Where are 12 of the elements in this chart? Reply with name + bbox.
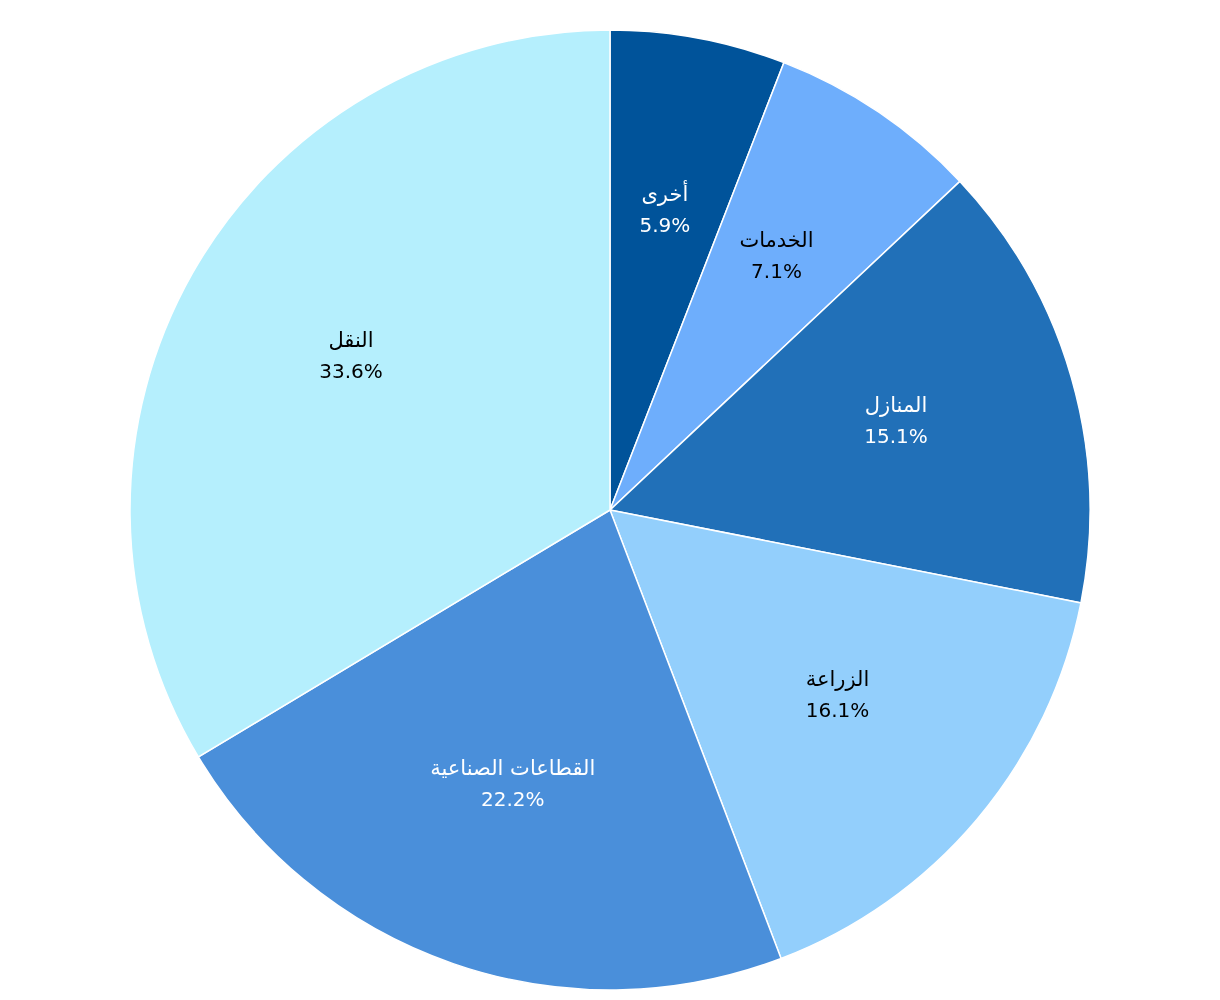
data-label: 5.9%: [639, 213, 691, 238]
data-label: 7.1%: [751, 259, 802, 284]
slice-label: الزراعة: [805, 666, 870, 691]
slice-label: الخدمات: [739, 228, 814, 253]
data-label: 33.6%: [319, 359, 383, 384]
data-label: 15.1%: [864, 423, 928, 448]
data-label: 22.2%: [480, 787, 545, 812]
slice-label: القطاعات الصناعية: [430, 756, 596, 781]
slice-label: المنازل: [864, 392, 928, 417]
slice-label: النقل: [328, 328, 374, 353]
slice-label: أخرى: [641, 180, 689, 207]
data-label: 16.1%: [805, 697, 870, 722]
